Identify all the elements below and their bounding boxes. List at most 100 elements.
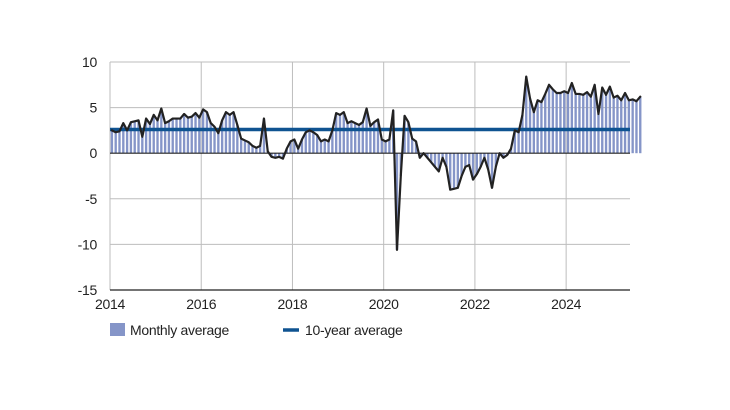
bar xyxy=(293,139,296,154)
bar xyxy=(373,122,376,154)
bar xyxy=(403,115,406,154)
bar xyxy=(578,93,581,154)
bar xyxy=(528,98,532,154)
bar xyxy=(551,89,555,154)
bar xyxy=(289,141,292,154)
bar xyxy=(357,124,361,154)
bar xyxy=(513,130,517,154)
bar xyxy=(205,112,209,154)
bar xyxy=(441,153,444,158)
bar xyxy=(194,113,197,154)
bar xyxy=(118,131,121,154)
bar xyxy=(620,100,623,154)
bar xyxy=(175,118,178,154)
bar xyxy=(319,141,323,154)
bar xyxy=(555,93,558,154)
bar xyxy=(490,153,494,188)
bar xyxy=(612,97,615,154)
bar xyxy=(354,123,357,154)
bar xyxy=(452,153,456,189)
bar xyxy=(566,93,570,154)
x-tick-label: 2018 xyxy=(277,296,307,312)
bar xyxy=(361,122,364,154)
bar xyxy=(601,87,604,154)
x-tick-label: 2024 xyxy=(551,296,581,312)
bar xyxy=(327,141,330,154)
bar xyxy=(220,120,224,154)
bar xyxy=(122,123,125,154)
bar xyxy=(376,119,380,154)
x-tick-label: 2016 xyxy=(186,296,216,312)
bar xyxy=(559,93,562,154)
bar xyxy=(342,112,345,154)
bar xyxy=(456,153,459,188)
bar xyxy=(217,133,220,154)
bar xyxy=(639,96,642,154)
bar xyxy=(110,130,114,154)
bar xyxy=(471,153,475,180)
bar xyxy=(635,101,638,154)
bar xyxy=(296,148,300,154)
bar xyxy=(350,121,353,154)
bar xyxy=(430,153,433,163)
bar xyxy=(445,153,448,167)
bar xyxy=(198,117,201,154)
bar xyxy=(479,153,482,167)
bar xyxy=(525,76,528,154)
bar xyxy=(232,112,235,154)
bar xyxy=(247,142,250,154)
bar xyxy=(156,120,159,154)
bar xyxy=(201,109,205,154)
bar xyxy=(532,112,536,154)
bar xyxy=(540,102,543,154)
bar xyxy=(494,153,497,167)
bar xyxy=(148,124,152,154)
bar xyxy=(338,114,342,154)
bar xyxy=(627,100,631,154)
bar xyxy=(437,153,440,172)
bar xyxy=(604,94,608,154)
bar xyxy=(137,120,140,154)
bar xyxy=(582,94,585,154)
bar xyxy=(570,82,574,154)
bar xyxy=(407,122,410,154)
bar xyxy=(388,139,391,154)
bar xyxy=(255,147,258,154)
bar xyxy=(274,153,277,158)
y-tick-label: -5 xyxy=(85,191,97,207)
bar xyxy=(186,117,190,154)
bar xyxy=(133,121,136,154)
bar xyxy=(331,130,334,154)
bar xyxy=(125,130,129,154)
monthly-line-layer xyxy=(110,75,642,251)
bar xyxy=(163,123,167,154)
bar xyxy=(251,145,254,154)
bar xyxy=(475,153,478,175)
bar xyxy=(114,132,117,154)
bar xyxy=(209,123,212,154)
bar xyxy=(323,139,326,154)
bar xyxy=(544,93,547,154)
bar xyxy=(346,123,349,154)
bar-series-monthly-average xyxy=(110,76,642,250)
y-tick-labels: 10 5 0 -5 -10 -15 xyxy=(78,54,98,298)
axes xyxy=(110,152,630,291)
bar xyxy=(597,113,600,154)
bar xyxy=(129,122,133,154)
bar xyxy=(563,91,566,154)
bar xyxy=(312,132,315,154)
bar xyxy=(574,93,577,154)
x-tick-labels: 2014 2016 2018 2020 2022 2024 xyxy=(95,296,582,312)
bar xyxy=(369,125,372,154)
bar xyxy=(468,153,471,166)
legend-label-ten-year-average: 10-year average xyxy=(305,322,403,338)
bar xyxy=(411,138,414,154)
y-tick-label: 5 xyxy=(90,100,98,116)
bar xyxy=(509,148,513,154)
bar xyxy=(171,118,174,154)
bar xyxy=(141,136,144,154)
bar xyxy=(483,153,486,158)
bar xyxy=(315,134,319,154)
